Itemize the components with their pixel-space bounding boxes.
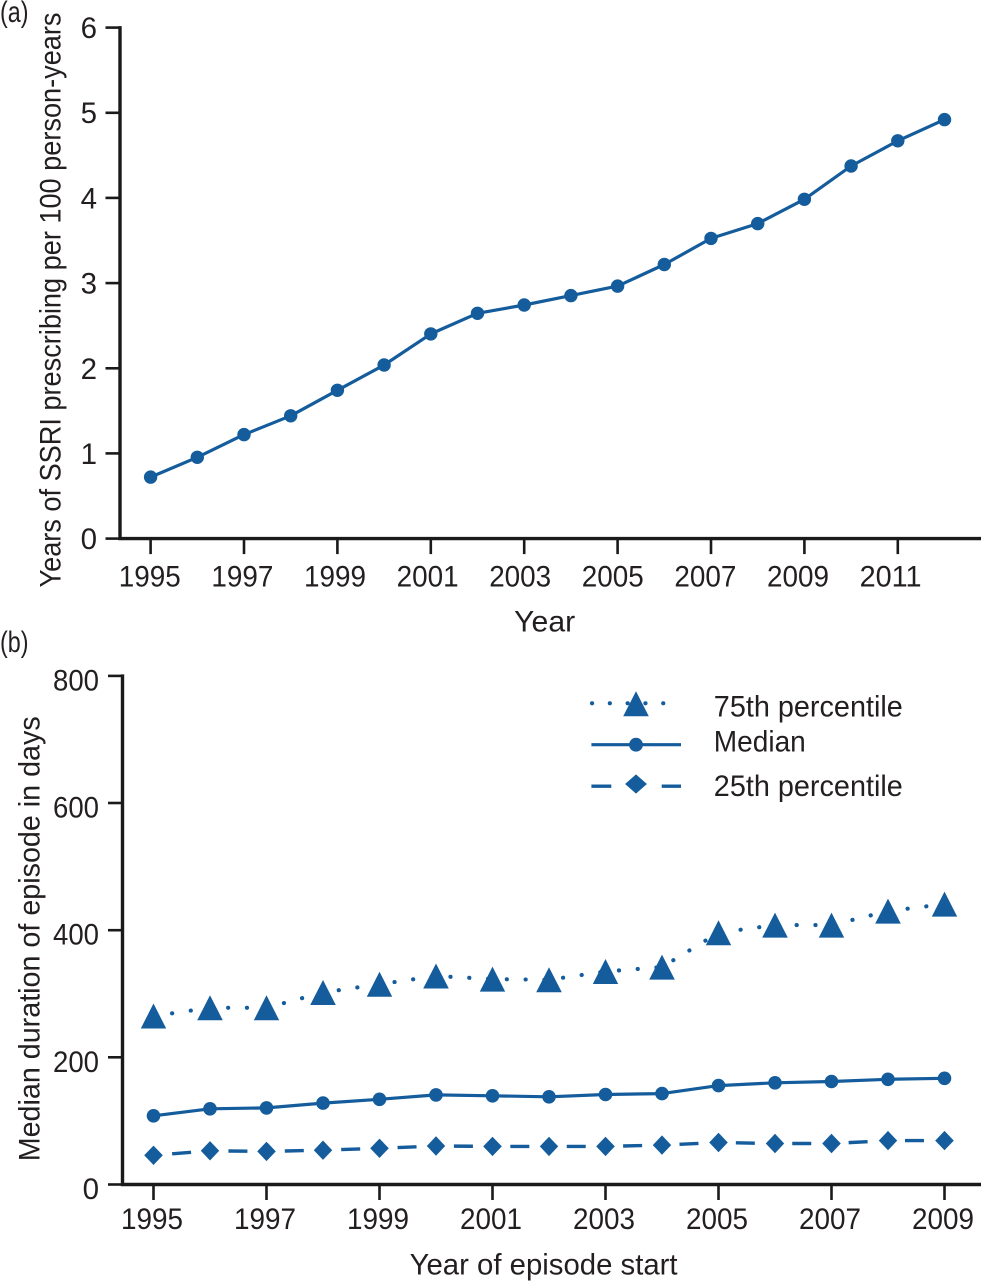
svg-text:2009: 2009 — [767, 561, 829, 594]
svg-text:0: 0 — [83, 1173, 99, 1206]
svg-text:1: 1 — [81, 438, 97, 471]
svg-text:2: 2 — [81, 353, 97, 386]
svg-text:1995: 1995 — [119, 561, 181, 594]
svg-text:1995: 1995 — [121, 1203, 183, 1236]
svg-text:1997: 1997 — [234, 1203, 296, 1236]
svg-text:Years of SSRI prescribing per: Years of SSRI prescribing per 100 person… — [35, 13, 68, 588]
svg-text:2007: 2007 — [674, 561, 736, 594]
svg-text:Median: Median — [714, 725, 806, 758]
svg-text:1999: 1999 — [347, 1203, 409, 1236]
svg-text:800: 800 — [53, 664, 99, 697]
svg-text:Median duration of episode in: Median duration of episode in days — [14, 716, 47, 1161]
svg-text:5: 5 — [81, 97, 97, 130]
svg-text:2003: 2003 — [489, 561, 551, 594]
svg-text:2005: 2005 — [582, 561, 644, 594]
svg-text:25th percentile: 25th percentile — [714, 770, 903, 803]
svg-text:2011: 2011 — [860, 561, 922, 594]
svg-text:2005: 2005 — [686, 1203, 748, 1236]
svg-text:2007: 2007 — [799, 1203, 861, 1236]
svg-text:400: 400 — [53, 919, 99, 952]
svg-text:1999: 1999 — [304, 561, 366, 594]
svg-text:2003: 2003 — [573, 1203, 635, 1236]
svg-text:75th percentile: 75th percentile — [714, 691, 903, 724]
svg-text:2001: 2001 — [397, 561, 459, 594]
svg-text:1997: 1997 — [211, 561, 273, 594]
svg-text:200: 200 — [53, 1046, 99, 1079]
svg-text:(b): (b) — [0, 626, 29, 659]
svg-text:Year of episode start: Year of episode start — [410, 1248, 678, 1281]
svg-text:600: 600 — [53, 792, 99, 825]
svg-text:2001: 2001 — [460, 1203, 522, 1236]
svg-text:4: 4 — [81, 182, 97, 215]
svg-text:0: 0 — [81, 523, 97, 556]
svg-text:3: 3 — [81, 268, 97, 301]
svg-text:6: 6 — [81, 12, 97, 45]
svg-text:(a): (a) — [0, 0, 29, 29]
svg-text:Year: Year — [514, 606, 575, 639]
svg-text:2009: 2009 — [912, 1203, 974, 1236]
